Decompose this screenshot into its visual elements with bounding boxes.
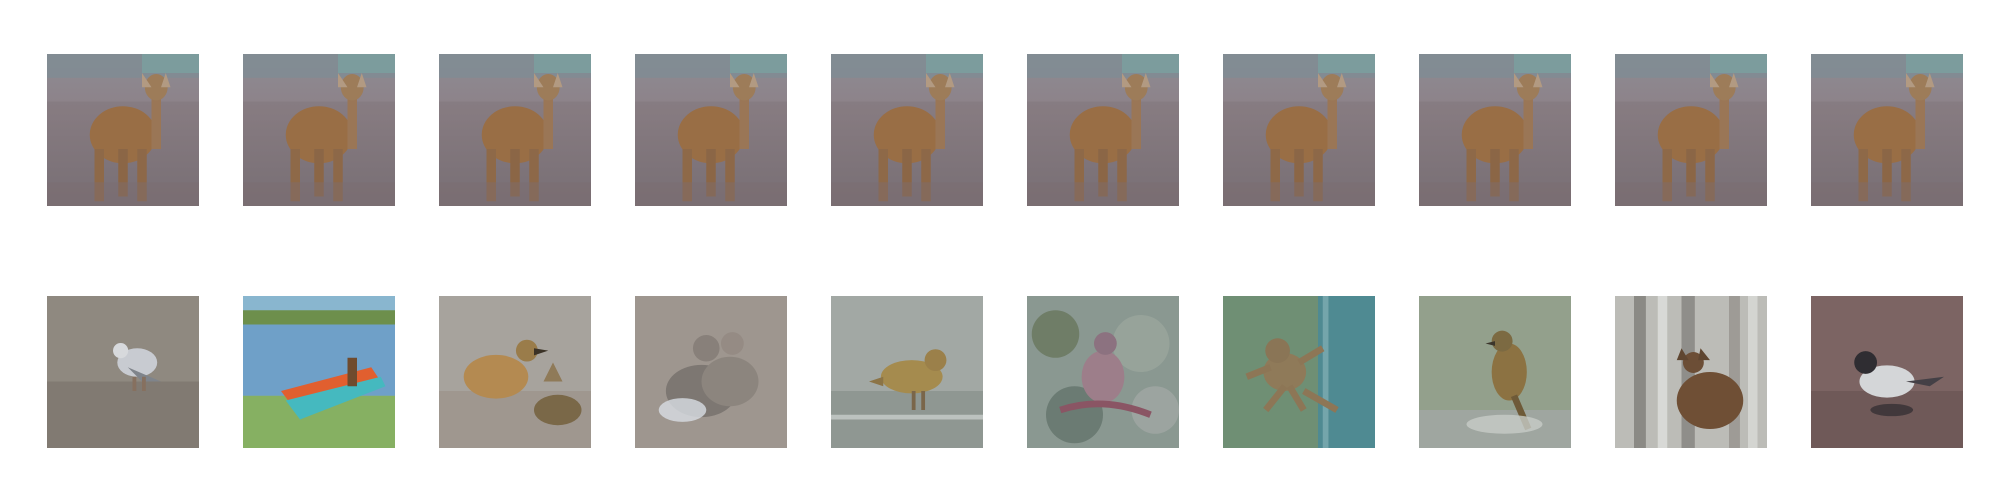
bird-on-water-image: [831, 296, 983, 448]
deer-image: [439, 54, 591, 206]
gull-on-sand-image: [47, 296, 199, 448]
deer-image: [831, 54, 983, 206]
deer-in-trees-image: [1615, 296, 1767, 448]
deer-image: [1811, 54, 1963, 206]
frog-on-surface-image: [1223, 296, 1375, 448]
deer-image: [1223, 54, 1375, 206]
deer-image: [635, 54, 787, 206]
blurred-birds-image: [635, 296, 787, 448]
deer-image: [1419, 54, 1571, 206]
deer-image: [1027, 54, 1179, 206]
perched-bird-image: [1419, 296, 1571, 448]
wagtail-on-ground-image: [1811, 296, 1963, 448]
bird-in-foliage-image: [1027, 296, 1179, 448]
deer-image: [1615, 54, 1767, 206]
boat-on-shore-image: [243, 296, 395, 448]
deer-image: [243, 54, 395, 206]
deer-image: [47, 54, 199, 206]
bird-with-object-image: [439, 296, 591, 448]
